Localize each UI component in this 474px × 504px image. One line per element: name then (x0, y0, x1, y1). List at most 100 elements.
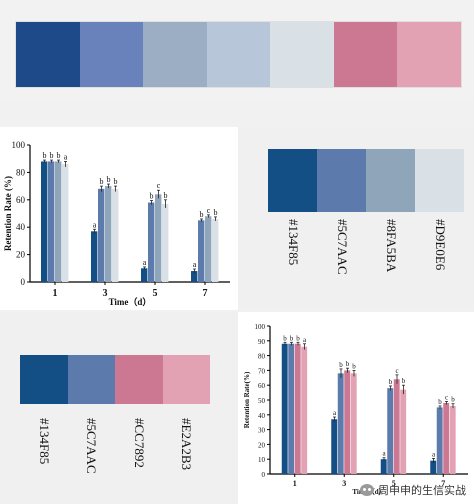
palette2-swatch-3 (115, 355, 163, 404)
significance-letter: b (214, 208, 218, 217)
significance-letter: a (333, 409, 337, 417)
x-tick-label: 3 (342, 479, 346, 488)
y-tick-label: 90 (258, 338, 266, 346)
significance-letter: b (352, 362, 356, 370)
significance-letter: b (100, 177, 104, 186)
palette1-code-4: #D9E0E6 (432, 219, 448, 271)
bar (48, 161, 55, 282)
x-tick-label: 5 (392, 479, 396, 488)
y-tick-label: 30 (258, 427, 266, 435)
bar (191, 271, 198, 282)
palette-codes-blue: #134F85 #5C7AAC #8FA5BA #D9E0E6 (268, 219, 464, 299)
chart-panel-blue: 0 20 40 60 80 100 1 b b b a 3 a b b b 5 a b c b 7 a b c b Time（d） R… (0, 127, 238, 310)
palette2-code-4: #E2A2B3 (179, 418, 195, 470)
palette1-code-1: #134F85 (285, 219, 301, 266)
palette1-swatch-1 (268, 149, 317, 212)
top-swatch-5 (270, 22, 334, 87)
x-tick-label: 7 (203, 288, 208, 299)
bar (212, 218, 219, 282)
palette1-code-cell-1: #134F85 (268, 219, 317, 299)
bar (393, 379, 400, 474)
palette2-code-cell-2: #5C7AAC (68, 418, 116, 498)
y-tick-label: 60 (16, 195, 26, 205)
palette2-code-3: #CC7892 (131, 418, 147, 468)
significance-letter: b (150, 191, 154, 200)
significance-letter: b (283, 334, 287, 342)
bar (294, 343, 301, 474)
bar (198, 220, 205, 282)
palette-swatches-pink (20, 355, 210, 404)
palette1-swatch-3 (366, 149, 415, 212)
significance-letter: c (207, 206, 211, 215)
bar (91, 231, 98, 282)
significance-letter: b (438, 398, 442, 406)
bar (301, 346, 308, 474)
y-tick-label: 40 (258, 412, 266, 420)
bar (112, 188, 119, 282)
wechat-icon (360, 484, 374, 496)
bar (344, 370, 351, 474)
bar (387, 388, 394, 474)
top-swatch-6 (333, 22, 398, 87)
significance-letter: a (382, 450, 386, 458)
bar (350, 373, 357, 474)
top-swatch-1 (16, 22, 80, 87)
palette-swatches-blue (268, 149, 464, 212)
bar (331, 419, 338, 474)
bar (400, 389, 407, 474)
x-tick-label: 7 (441, 479, 445, 488)
significance-letter: a (143, 258, 147, 267)
significance-letter: b (451, 396, 455, 404)
significance-letter: b (200, 210, 204, 219)
x-tick-label: 1 (53, 288, 58, 299)
palette-codes-pink: #134F85 #5C7AAC #CC7892 #E2A2B3 (20, 418, 210, 498)
palette1-swatch-4 (415, 149, 464, 212)
y-tick-label: 20 (258, 441, 266, 449)
significance-letter: c (157, 181, 161, 190)
significance-letter: b (290, 334, 294, 342)
palette2-swatch-2 (67, 355, 115, 404)
significance-letter: c (445, 393, 448, 401)
y-tick-label: 10 (258, 456, 266, 464)
bar (430, 460, 437, 474)
x-tick-label: 3 (103, 288, 108, 299)
palette1-code-cell-3: #8FA5BA (366, 219, 415, 299)
bar (337, 373, 344, 474)
bar (141, 268, 148, 282)
bar (436, 407, 443, 474)
significance-letter: b (114, 177, 118, 186)
y-tick-label: 70 (258, 367, 266, 375)
significance-letter: a (93, 220, 97, 229)
bar (449, 405, 456, 474)
significance-letter: b (57, 151, 61, 160)
bar (443, 402, 450, 474)
palette-panel-blue: #134F85 #5C7AAC #8FA5BA #D9E0E6 (238, 127, 474, 310)
significance-letter: a (303, 336, 307, 344)
bar (281, 343, 288, 474)
y-axis-label: Retention Rate (%) (3, 176, 13, 251)
significance-letter: b (339, 361, 343, 369)
bar (62, 164, 69, 282)
palette-panel-pink: #134F85 #5C7AAC #CC7892 #E2A2B3 (0, 312, 238, 504)
bar (155, 194, 162, 282)
x-tick-label: 5 (153, 288, 158, 299)
y-tick-label: 80 (258, 353, 266, 361)
top-swatch-2 (79, 22, 144, 87)
significance-letter: a (64, 152, 68, 161)
top-color-palette (16, 22, 462, 87)
bar (288, 343, 295, 474)
significance-letter: b (346, 360, 350, 368)
x-axis-label: Time（d） (109, 297, 152, 307)
bar (205, 216, 212, 282)
palette2-code-cell-3: #CC7892 (115, 418, 163, 498)
y-tick-label: 50 (258, 397, 266, 405)
palette1-code-2: #5C7AAC (334, 219, 350, 275)
top-palette-panel (0, 0, 474, 100)
palette2-code-cell-4: #E2A2B3 (163, 418, 211, 498)
top-swatch-7 (397, 22, 462, 87)
top-swatch-3 (143, 22, 207, 87)
x-tick-label: 1 (293, 479, 297, 488)
bar (55, 161, 62, 282)
y-tick-label: 60 (258, 382, 266, 390)
significance-letter: c (395, 367, 398, 375)
